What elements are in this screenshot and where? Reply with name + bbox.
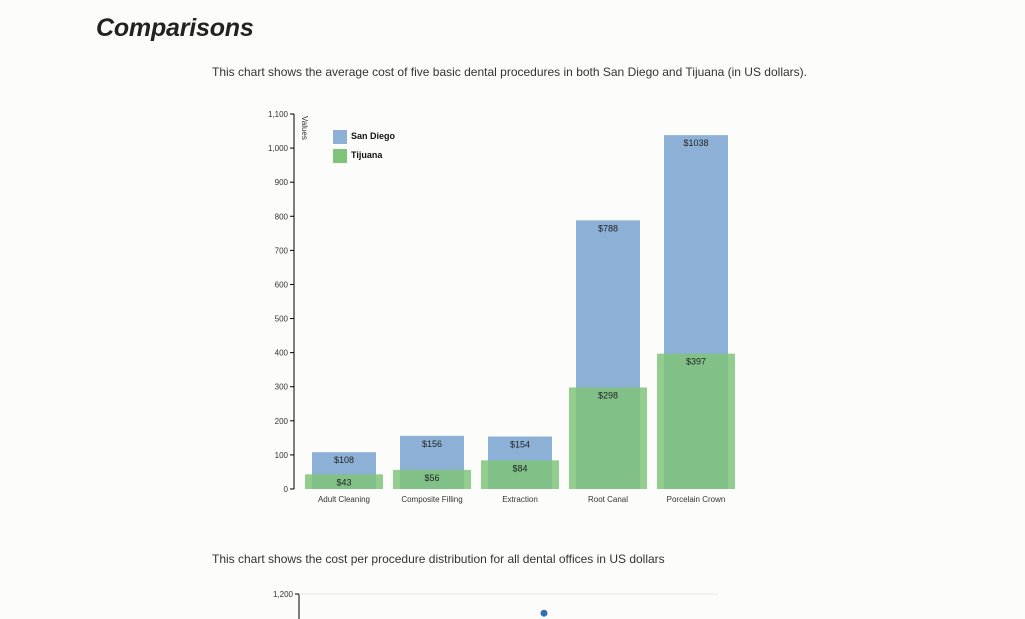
x-tick-label: Root Canal (588, 495, 628, 504)
chart-description: This chart shows the average cost of fiv… (212, 65, 807, 79)
legend-label: San Diego (351, 131, 396, 141)
y-tick-label: 700 (275, 246, 289, 255)
y-tick-label: 200 (275, 417, 289, 426)
bar-value-label-tijuana: $84 (512, 463, 527, 473)
bar-value-label-san-diego: $156 (422, 439, 442, 449)
page-title: Comparisons (96, 14, 254, 42)
bar-value-label-tijuana: $43 (336, 477, 351, 487)
bar-value-label-tijuana: $397 (686, 357, 706, 367)
bar-value-label-tijuana: $298 (598, 390, 618, 400)
bar-value-label-san-diego: $154 (510, 440, 530, 450)
legend-label: Tijuana (351, 150, 383, 160)
x-tick-label: Porcelain Crown (667, 495, 726, 504)
bar-value-label-san-diego: $108 (334, 455, 354, 465)
bar-tijuana (305, 474, 383, 489)
legend-swatch (333, 130, 347, 144)
bar-value-label-tijuana: $56 (424, 473, 439, 483)
x-tick-label: Extraction (502, 495, 538, 504)
y-tick-label: 100 (275, 451, 289, 460)
distribution-data-point (540, 609, 548, 617)
y-tick-label: 300 (275, 383, 289, 392)
bar-tijuana (481, 460, 559, 489)
y-tick-label: 900 (275, 178, 289, 187)
y-tick-label: 0 (284, 485, 289, 494)
x-tick-label: Composite Filling (401, 495, 462, 504)
y-tick-label: 500 (275, 315, 289, 324)
y-tick-label: 400 (275, 349, 289, 358)
x-tick-label: Adult Cleaning (318, 495, 370, 504)
y-tick-label: 600 (275, 280, 289, 289)
bar-value-label-san-diego: $788 (598, 223, 618, 233)
y-tick-label: 800 (275, 212, 289, 221)
legend-swatch (333, 149, 347, 163)
bar-tijuana (657, 353, 735, 489)
y-tick-label: 1,100 (268, 110, 289, 119)
distribution-y-tick-label: 1,200 (273, 590, 294, 599)
bar-tijuana (393, 469, 471, 489)
y-axis-label: Values (300, 116, 309, 140)
bar-value-label-san-diego: $1038 (683, 138, 708, 148)
bar-tijuana (569, 387, 647, 489)
distribution-chart-description: This chart shows the cost per procedure … (212, 552, 665, 566)
y-tick-label: 1,000 (268, 144, 289, 153)
